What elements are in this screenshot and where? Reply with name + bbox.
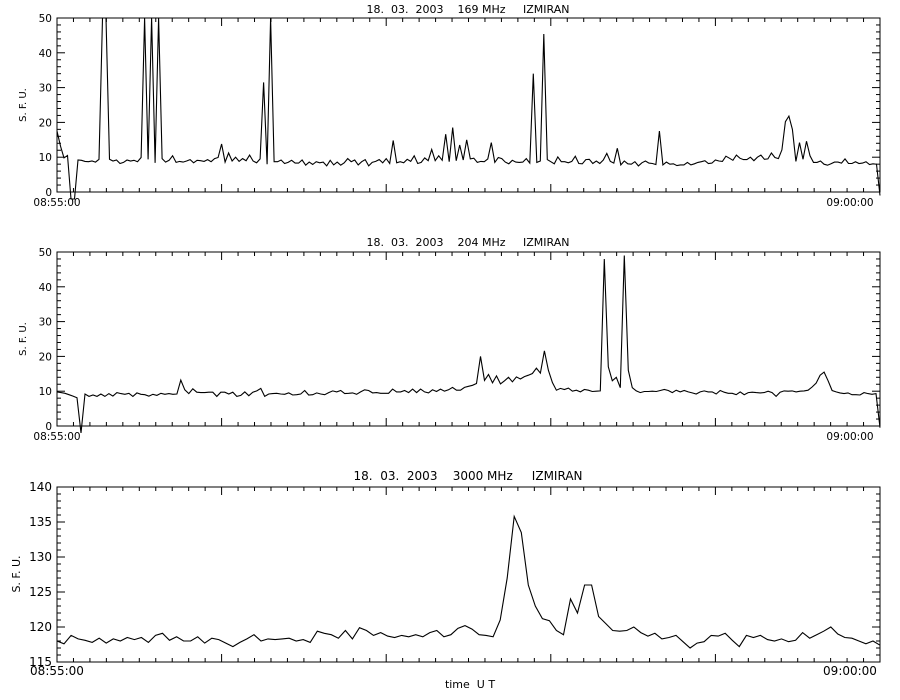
- x-tick-label-end-169mhz: 09:00:00: [826, 197, 873, 209]
- y-tick-label-3000mhz: 135: [29, 515, 52, 529]
- y-tick-label-3000mhz: 115: [29, 655, 52, 669]
- y-tick-label-3000mhz: 120: [29, 620, 52, 634]
- y-axis-label-3000mhz: S. F. U.: [10, 555, 23, 592]
- panel-title-169mhz: 18. 03. 2003 169 MHz IZMIRAN: [367, 3, 570, 16]
- y-tick-label-169mhz: 0: [45, 187, 52, 199]
- y-axis-label-169mhz: S. F. U.: [18, 88, 29, 122]
- y-tick-label-204mhz: 0: [45, 421, 52, 433]
- y-tick-label-169mhz: 20: [39, 117, 52, 129]
- x-axis-label-3000mhz: time U T: [445, 678, 495, 691]
- x-tick-label-end-3000mhz: 09:00:00: [823, 664, 877, 678]
- panel-204mhz: 18. 03. 2003 204 MHz IZMIRAN S. F. U. 08…: [18, 236, 881, 443]
- series-line-204mhz: [56, 255, 881, 434]
- y-tick-label-204mhz: 50: [39, 247, 52, 259]
- y-tick-label-3000mhz: 125: [29, 585, 52, 599]
- y-tick-label-204mhz: 30: [39, 317, 52, 329]
- series-line-3000mhz: [56, 514, 881, 649]
- panel-title-3000mhz: 18. 03. 2003 3000 MHz IZMIRAN: [353, 469, 582, 483]
- y-axis-label-204mhz: S. F. U.: [18, 322, 29, 356]
- y-tick-label-204mhz: 10: [39, 386, 52, 398]
- panel-169mhz: 18. 03. 2003 169 MHz IZMIRAN S. F. U. 08…: [18, 3, 881, 209]
- y-tick-label-3000mhz: 130: [29, 550, 52, 564]
- y-tick-label-204mhz: 40: [39, 282, 52, 294]
- y-tick-label-169mhz: 40: [39, 48, 52, 60]
- x-tick-label-start-204mhz: 08:55:00: [33, 431, 80, 443]
- panel-title-204mhz: 18. 03. 2003 204 MHz IZMIRAN: [367, 236, 570, 249]
- x-tick-label-start-169mhz: 08:55:00: [33, 197, 80, 209]
- panel-3000mhz: 18. 03. 2003 3000 MHz IZMIRAN S. F. U. 0…: [10, 469, 881, 691]
- y-tick-label-3000mhz: 140: [29, 480, 52, 494]
- y-tick-label-169mhz: 10: [39, 152, 52, 164]
- series-line-169mhz: [56, 17, 881, 200]
- y-tick-label-204mhz: 20: [39, 351, 52, 363]
- y-tick-label-169mhz: 30: [39, 83, 52, 95]
- x-tick-label-end-204mhz: 09:00:00: [826, 431, 873, 443]
- y-tick-label-169mhz: 50: [39, 13, 52, 25]
- x-tick-label-start-3000mhz: 08:55:00: [30, 664, 84, 678]
